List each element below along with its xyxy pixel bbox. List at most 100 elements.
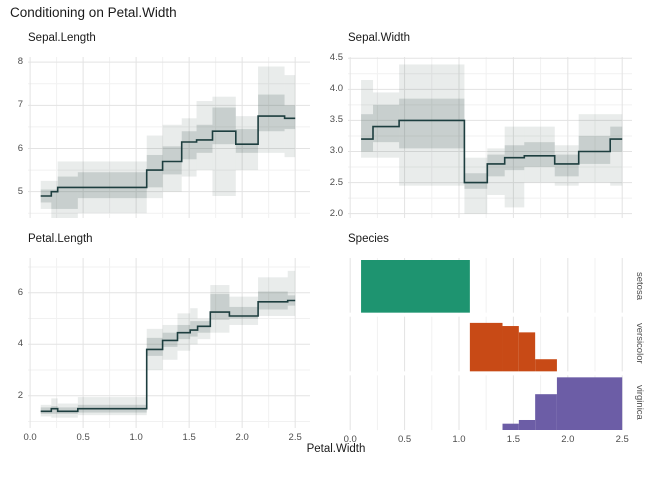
outer-band — [258, 66, 285, 153]
x-tick-label: 1.0 — [129, 432, 143, 443]
outer-band — [464, 157, 488, 214]
inner-band — [487, 154, 505, 177]
plot-panel-species — [348, 258, 632, 430]
outer-band — [258, 277, 288, 316]
x-tick-label: 0.0 — [343, 434, 357, 445]
plot-panel-sepal-width — [348, 57, 632, 218]
y-tick-label-sepal-length: 5 — [17, 185, 23, 197]
x-tick-label: 2.5 — [615, 434, 629, 445]
species-bar-virginica — [502, 423, 519, 430]
outer-band — [196, 101, 213, 171]
y-tick-label-sepal-width: 3.5 — [329, 114, 343, 126]
y-tick-label-sepal-width: 3.0 — [329, 145, 343, 157]
inner-band — [284, 105, 296, 130]
outer-band — [162, 324, 178, 360]
inner-band — [181, 131, 197, 160]
y-tick-label-sepal-width: 4.0 — [329, 83, 343, 95]
species-bar-versicolor — [469, 322, 503, 372]
x-tick-label: 0.5 — [397, 434, 412, 445]
outer-band — [162, 124, 182, 192]
x-tick-label: 0.5 — [76, 432, 90, 443]
inner-band — [146, 154, 163, 188]
inner-band — [258, 291, 288, 310]
facet-label-virginica: virginica — [634, 385, 645, 420]
figure-title: Conditioning on Petal.Width — [10, 5, 177, 20]
chart-svg-petal-length — [28, 258, 310, 428]
inner-band — [258, 94, 285, 132]
inner-band — [77, 172, 147, 199]
inner-band — [51, 406, 58, 414]
inner-band — [524, 142, 555, 168]
inner-band — [57, 176, 78, 209]
outer-band — [40, 180, 52, 209]
y-tick-label-petal-length: 6 — [17, 286, 23, 298]
y-tick-label-petal-length: 2 — [17, 389, 23, 401]
outer-band — [51, 180, 58, 218]
species-bar-setosa — [361, 260, 470, 313]
species-bar-virginica — [535, 394, 557, 430]
plot-panel-petal-length — [28, 258, 310, 428]
facet-label-setosa: setosa — [634, 271, 645, 300]
step-median-line — [40, 299, 296, 413]
outer-band — [77, 397, 147, 416]
outer-band — [524, 126, 555, 183]
outer-band — [578, 114, 611, 183]
y-tick-label-petal-length: 4 — [17, 338, 23, 350]
outer-band — [373, 92, 400, 158]
inner-band — [235, 129, 259, 153]
x-tick-label: 1.0 — [452, 434, 466, 445]
panel-title-species: Species — [348, 233, 389, 245]
outer-band — [399, 64, 465, 186]
facet-label-versicolor: versicolor — [634, 323, 645, 364]
y-tick-label-sepal-length: 6 — [17, 142, 23, 154]
outer-band — [361, 80, 374, 158]
y-tick-label-sepal-width: 4.5 — [329, 52, 343, 64]
inner-band — [196, 124, 213, 153]
outer-band — [487, 148, 505, 195]
species-bar-versicolor — [535, 359, 557, 372]
inner-band — [361, 114, 374, 152]
inner-band — [229, 306, 259, 319]
panel-title-sepal-length: Sepal.Length — [28, 32, 96, 44]
species-bar-virginica — [556, 377, 623, 430]
panel-title-sepal-width: Sepal.Width — [348, 32, 411, 44]
outer-band — [190, 308, 198, 345]
y-tick-label-sepal-width: 2.5 — [329, 176, 343, 188]
species-bar-versicolor — [502, 326, 519, 372]
outer-band — [210, 285, 230, 333]
outer-band — [610, 114, 623, 186]
inner-band — [51, 189, 58, 209]
inner-band — [399, 98, 465, 149]
species-bar-virginica — [518, 419, 536, 430]
x-tick-label: 1.5 — [182, 432, 196, 443]
outer-band — [284, 75, 296, 158]
y-tick-label-sepal-width: 2.0 — [329, 207, 343, 219]
species-bar-versicolor — [518, 332, 536, 372]
x-tick-label: 2.0 — [235, 432, 249, 443]
chart-svg-sepal-width — [348, 57, 632, 218]
inner-band — [212, 107, 236, 145]
step-median-line — [40, 115, 296, 197]
step-median-line — [361, 119, 623, 184]
inner-band — [146, 337, 163, 356]
x-tick-label: 0.0 — [23, 432, 37, 443]
outer-band — [212, 96, 236, 196]
chart-svg-species — [349, 258, 623, 430]
outer-band — [504, 126, 525, 208]
inner-band — [464, 173, 488, 189]
x-tick-label: 2.0 — [561, 434, 575, 445]
plot-panel-sepal-length — [28, 57, 310, 218]
outer-band — [181, 118, 197, 177]
outer-band — [229, 296, 259, 325]
inner-band — [210, 294, 230, 320]
outer-band — [197, 318, 211, 340]
x-tick-label: 1.5 — [506, 434, 520, 445]
inner-band — [554, 154, 579, 177]
inner-band — [162, 146, 182, 175]
y-tick-label-sepal-length: 8 — [17, 56, 23, 68]
chart-svg-sepal-length — [28, 57, 310, 218]
inner-band — [578, 135, 611, 164]
x-axis-title: Petal.Width — [306, 443, 366, 455]
y-tick-label-sepal-length: 7 — [17, 99, 23, 111]
outer-band — [146, 135, 163, 199]
